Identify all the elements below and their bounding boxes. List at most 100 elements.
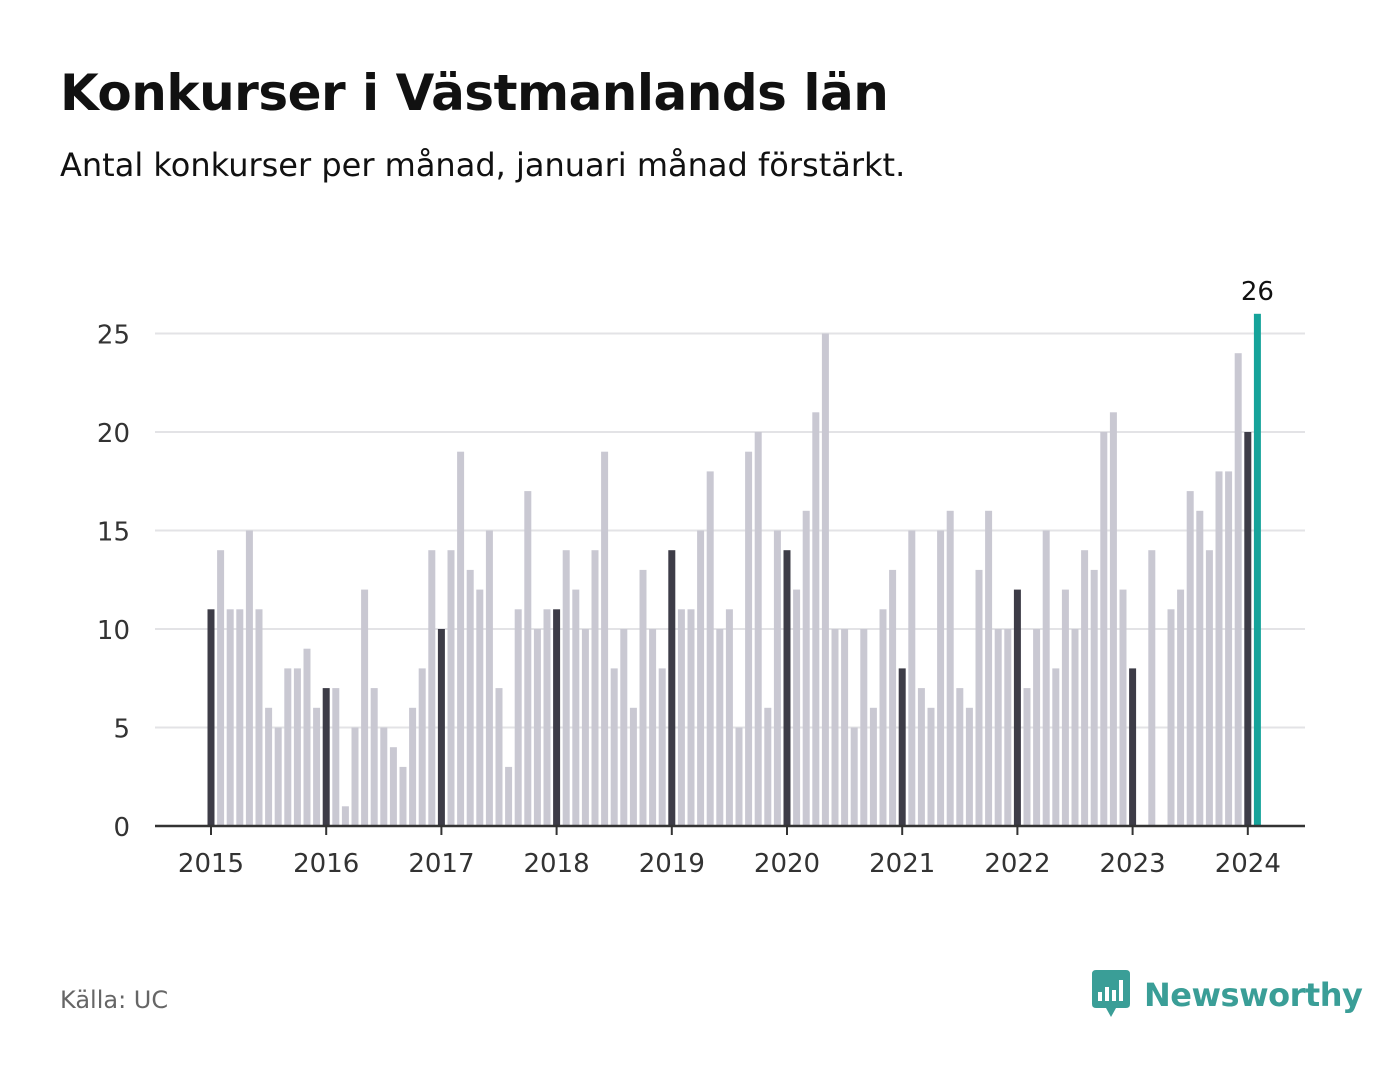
bar: [1081, 550, 1089, 826]
bar: [841, 629, 849, 826]
bar: [418, 668, 426, 826]
bar: [745, 451, 753, 826]
bar: [869, 707, 877, 826]
bar: [754, 432, 762, 826]
bar: [485, 530, 493, 826]
bar: [1225, 471, 1233, 826]
bar-january: [1013, 589, 1021, 826]
bar: [1234, 353, 1242, 826]
bar: [457, 451, 465, 826]
bar: [610, 668, 618, 826]
bar: [802, 510, 810, 826]
bar: [581, 629, 589, 826]
bar: [380, 727, 388, 826]
bar: [908, 530, 916, 826]
bar: [1052, 668, 1060, 826]
bar: [860, 629, 868, 826]
chart-title: Konkurser i Västmanlands län: [60, 64, 889, 122]
bar-january: [322, 688, 330, 826]
bar: [293, 668, 301, 826]
x-tick-label: 2015: [178, 849, 244, 879]
bar: [889, 569, 897, 826]
bar-january: [1129, 668, 1137, 826]
x-tick-label: 2022: [984, 849, 1050, 879]
bar: [505, 766, 513, 826]
bar: [370, 688, 378, 826]
bar: [879, 609, 887, 826]
bar: [706, 471, 714, 826]
bar: [361, 589, 369, 826]
bars: [207, 313, 1261, 826]
x-tick-label: 2021: [869, 849, 935, 879]
bar: [514, 609, 522, 826]
bar: [245, 530, 253, 826]
y-tick-label: 15: [97, 518, 130, 548]
bar: [812, 412, 820, 826]
bar: [1167, 609, 1175, 826]
bar: [226, 609, 234, 826]
bar: [591, 550, 599, 826]
bar: [1042, 530, 1050, 826]
bar: [409, 707, 417, 826]
bar: [1100, 432, 1108, 826]
bar: [389, 747, 397, 826]
bar-january: [783, 550, 791, 826]
latest-value-label: 26: [1241, 277, 1274, 307]
bar: [725, 609, 733, 826]
bar: [764, 707, 772, 826]
brand-name: Newsworthy: [1144, 976, 1363, 1014]
bar: [658, 668, 666, 826]
bar: [1004, 629, 1012, 826]
bar: [399, 766, 407, 826]
bar: [735, 727, 743, 826]
bar: [946, 510, 954, 826]
bar: [572, 589, 580, 826]
bar: [620, 629, 628, 826]
bar: [217, 550, 225, 826]
bar: [351, 727, 359, 826]
bar: [793, 589, 801, 826]
bar: [831, 629, 839, 826]
bar: [917, 688, 925, 826]
bar: [1215, 471, 1223, 826]
bar-january: [1244, 432, 1252, 826]
bar: [1071, 629, 1079, 826]
bar: [303, 648, 311, 826]
y-tick-label: 0: [113, 813, 130, 843]
bar: [447, 550, 455, 826]
bar: [428, 550, 436, 826]
bar-january: [668, 550, 676, 826]
bar: [677, 609, 685, 826]
bar: [543, 609, 551, 826]
bar: [524, 491, 532, 826]
x-tick-label: 2019: [639, 849, 705, 879]
bar: [1109, 412, 1117, 826]
bar: [265, 707, 273, 826]
bar: [255, 609, 263, 826]
y-tick-label: 10: [97, 616, 130, 646]
bar: [687, 609, 695, 826]
bar: [649, 629, 657, 826]
bar: [1148, 550, 1156, 826]
bar: [476, 589, 484, 826]
axes: [155, 824, 1305, 835]
bar: [1177, 589, 1185, 826]
bar: [1023, 688, 1031, 826]
bar: [313, 707, 321, 826]
bar-january: [207, 609, 215, 826]
bar: [1061, 589, 1069, 826]
bar: [274, 727, 282, 826]
bar: [850, 727, 858, 826]
bar-chart: 0 5 10 15 20 25 26 2015 2016 2017 2018 2019 2020 2021…: [97, 277, 1305, 879]
y-tick-label: 25: [97, 321, 130, 351]
y-tick-label: 5: [113, 715, 130, 745]
bar: [956, 688, 964, 826]
bar: [1186, 491, 1194, 826]
bar: [994, 629, 1002, 826]
bar: [821, 333, 829, 826]
y-tick-label: 20: [97, 419, 130, 449]
bar: [937, 530, 945, 826]
bar: [284, 668, 292, 826]
bar: [533, 629, 541, 826]
x-tick-label: 2024: [1215, 849, 1281, 879]
